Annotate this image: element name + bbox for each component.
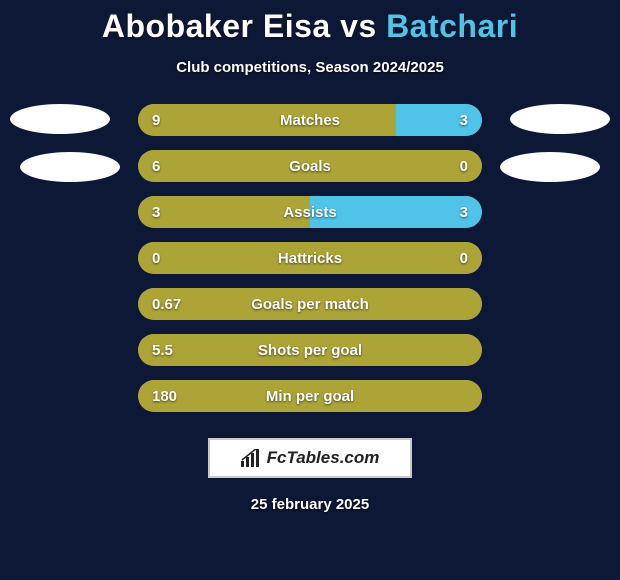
logo: FcTables.com [208,438,412,478]
player2-badge-placeholder-2 [500,152,600,182]
stat-label: Min per goal [138,388,482,405]
stat-row: 0.67Goals per match [138,288,482,320]
stat-row: 0Hattricks0 [138,242,482,274]
player1-name: Abobaker Eisa [102,8,331,44]
vs-label: vs [340,8,377,44]
stat-row: 6Goals0 [138,150,482,182]
player2-name: Batchari [386,8,518,44]
logo-text: FcTables.com [267,448,380,468]
stat-label: Matches [138,112,482,129]
bar-chart-icon [241,449,263,467]
stat-value-right: 0 [460,158,468,175]
stat-label: Hattricks [138,250,482,267]
stat-row: 3Assists3 [138,196,482,228]
stat-label: Goals per match [138,296,482,313]
stat-label: Shots per goal [138,342,482,359]
stat-row: 180Min per goal [138,380,482,412]
stat-value-right: 3 [460,204,468,221]
comparison-bars: 9Matches36Goals03Assists30Hattricks00.67… [0,104,620,412]
subtitle: Club competitions, Season 2024/2025 [0,59,620,76]
stat-row: 9Matches3 [138,104,482,136]
stat-row: 5.5Shots per goal [138,334,482,366]
stat-label: Goals [138,158,482,175]
player1-badge-placeholder [10,104,110,134]
stat-value-right: 0 [460,250,468,267]
stat-label: Assists [138,204,482,221]
player1-badge-placeholder-2 [20,152,120,182]
page-title: Abobaker Eisa vs Batchari [0,0,620,45]
stat-value-right: 3 [460,112,468,129]
player2-badge-placeholder [510,104,610,134]
footer-date: 25 february 2025 [0,496,620,513]
